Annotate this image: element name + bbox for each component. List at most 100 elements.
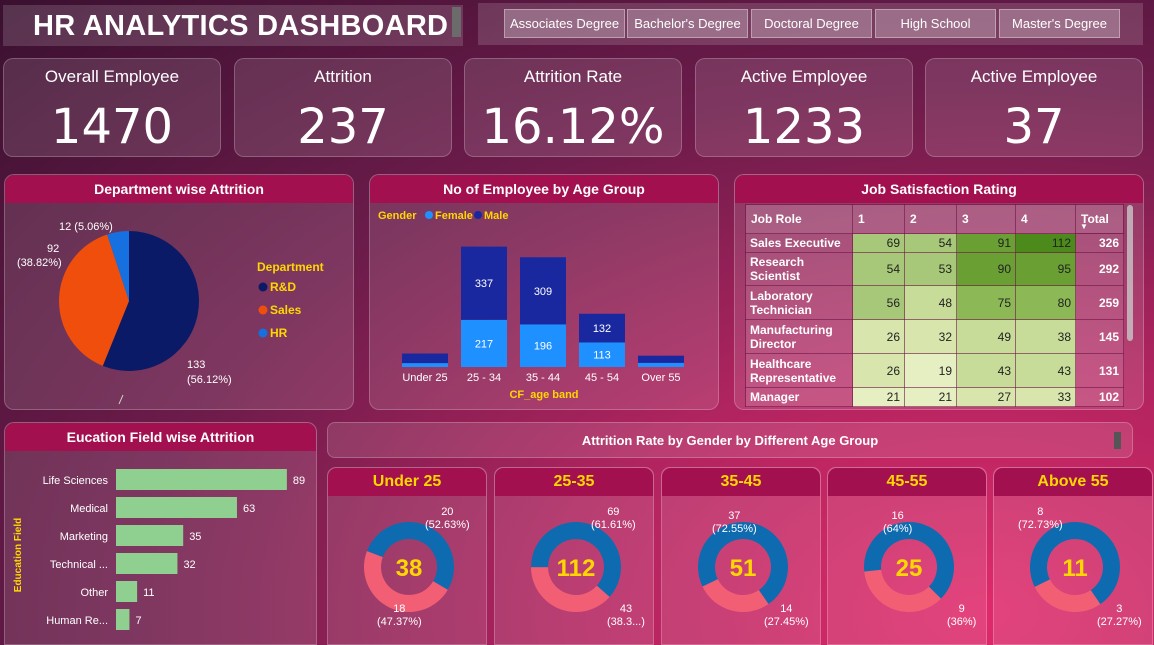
- table-row[interactable]: Sales Executive 69 54 91 112 326: [745, 233, 1124, 253]
- education-bar[interactable]: [116, 525, 184, 546]
- bar-male[interactable]: [402, 353, 448, 364]
- pie-slice-rd[interactable]: [102, 231, 199, 371]
- filter-high-school[interactable]: High School: [875, 9, 996, 38]
- pie-slices: [59, 231, 199, 371]
- bar-male[interactable]: [638, 355, 684, 363]
- scroll-handle[interactable]: [1114, 432, 1121, 449]
- donut-bottom-label: 9 (36%): [947, 603, 976, 629]
- rating-cell: 80: [1015, 285, 1076, 320]
- donut-bottom-label: 3 (27.27%): [1097, 603, 1142, 629]
- education-bar[interactable]: [116, 553, 178, 574]
- panel-title: Job Satisfaction Rating: [735, 175, 1143, 203]
- filter-bachelors-degree[interactable]: Bachelor's Degree: [627, 9, 748, 38]
- bar-value-female: 217: [475, 338, 493, 350]
- donut-segment-blue[interactable]: [698, 522, 788, 605]
- legend-dot-hr: [258, 328, 268, 338]
- rating-cell: 49: [956, 319, 1016, 354]
- table-row[interactable]: Healthcare Representative 26 19 43 43 131: [745, 353, 1124, 388]
- donut-bottom-count: 3: [1116, 603, 1123, 615]
- education-bar[interactable]: [116, 469, 287, 490]
- column-header[interactable]: 1: [852, 204, 905, 234]
- donut-bottom-count: 14: [780, 603, 793, 615]
- filter-doctoral-degree[interactable]: Doctoral Degree: [751, 9, 872, 38]
- bar-male[interactable]: [520, 257, 566, 325]
- bar-value-label: 63: [243, 503, 255, 515]
- x-tick-label: 35 - 44: [526, 372, 560, 384]
- table-row[interactable]: Manager 21 21 27 33 102: [745, 387, 1124, 407]
- education-bar[interactable]: [116, 609, 130, 630]
- bar-female[interactable]: [638, 362, 684, 367]
- donut-segment-pink[interactable]: [1034, 579, 1101, 612]
- rating-cell: 19: [904, 353, 957, 388]
- table-row[interactable]: Manufacturing Director 26 32 49 38 145: [745, 319, 1124, 354]
- panel-title: Eucation Field wise Attrition: [5, 423, 316, 451]
- kpi-label: Active Employee: [740, 67, 868, 86]
- pie-slice-hr[interactable]: [107, 231, 129, 301]
- donut-top-pct: (52.63%): [425, 519, 470, 531]
- pie-label-sales-count: 92: [47, 243, 59, 255]
- bar-value-label: 7: [135, 615, 141, 627]
- y-tick-label: Medical: [70, 503, 108, 515]
- bar-value-label: 89: [293, 475, 305, 487]
- scroll-handle[interactable]: [452, 7, 461, 37]
- x-axis-label: CF_age band: [509, 389, 578, 401]
- donut-top-count: 16: [891, 510, 904, 522]
- x-tick-label: 25 - 34: [467, 372, 501, 384]
- pie-label-hr: 12 (5.06%): [59, 221, 113, 233]
- donut-segment-pink[interactable]: [531, 567, 610, 612]
- total-cell: 292: [1075, 252, 1124, 286]
- donut-bottom-count: 43: [619, 603, 633, 615]
- donut-segment-pink[interactable]: [864, 569, 942, 612]
- bar-female[interactable]: [461, 319, 507, 367]
- column-header[interactable]: 2: [904, 204, 957, 234]
- table-row[interactable]: Laboratory Technician 56 48 75 80 259: [745, 285, 1124, 320]
- education-bar[interactable]: [116, 581, 138, 602]
- legend-dot-male: [474, 211, 482, 219]
- table-row[interactable]: Research Scientist 54 53 90 95 292: [745, 252, 1124, 286]
- donut-segment-blue[interactable]: [1030, 522, 1120, 605]
- donut-card-2: 35-45 51 37 (72.55%) 14 (27.45%): [661, 467, 821, 645]
- pie-label-rd-count: 133: [187, 359, 205, 371]
- filter-masters-degree[interactable]: Master's Degree: [999, 9, 1120, 38]
- bar-value-female: 196: [534, 341, 552, 353]
- donut-segment-blue[interactable]: [864, 522, 954, 599]
- donut-chart: 51: [698, 522, 788, 612]
- education-bar[interactable]: [116, 497, 237, 518]
- bar-female[interactable]: [579, 342, 625, 367]
- table-scrollbar[interactable]: [1127, 205, 1133, 341]
- bar-female[interactable]: [520, 324, 566, 367]
- pie-slice-sales[interactable]: [59, 234, 130, 366]
- donut-segment-blue[interactable]: [531, 522, 621, 597]
- donut-bottom-label: 43 (38.3...): [607, 603, 645, 629]
- column-header[interactable]: 3: [956, 204, 1016, 234]
- rating-cell: 26: [852, 319, 905, 354]
- panel-title: Department wise Attrition: [5, 175, 353, 203]
- kpi-value: 16.12%: [481, 99, 665, 155]
- filter-associates-degree[interactable]: Associates Degree: [504, 9, 625, 38]
- job-role-cell: Research Scientist: [745, 252, 853, 286]
- donut-segment-blue[interactable]: [366, 522, 454, 590]
- column-header[interactable]: Job Role: [745, 204, 853, 234]
- donut-center-value: 51: [730, 555, 757, 582]
- donut-segment-pink[interactable]: [363, 550, 448, 612]
- rating-cell: 27: [956, 387, 1016, 407]
- donut-top-label: 69 (61.61%): [591, 506, 636, 532]
- job-satisfaction-table: Job Role 1 2 3 4 Total ▼ Sales Executive 6…: [745, 204, 1124, 407]
- bar-male[interactable]: [579, 313, 625, 343]
- sort-desc-icon[interactable]: ▼: [1080, 222, 1088, 231]
- donut-top-count: 8: [1037, 506, 1044, 518]
- job-role-cell: Manufacturing Director: [745, 319, 853, 354]
- title-banner: HR ANALYTICS DASHBOARD: [3, 5, 463, 46]
- column-header-total[interactable]: Total ▼: [1075, 204, 1124, 234]
- donut-center-value: 11: [1062, 555, 1087, 582]
- donut-bottom-pct: (47.37%): [377, 616, 422, 628]
- bar-male[interactable]: [461, 246, 507, 320]
- donut-segment-pink[interactable]: [702, 579, 769, 612]
- bar-female[interactable]: [402, 363, 448, 367]
- job-role-cell: Healthcare Representative: [745, 353, 853, 388]
- bar-value-label: 11: [143, 587, 154, 599]
- job-satisfaction-panel: Job Satisfaction Rating Job Role 1 2 3 4…: [734, 174, 1144, 410]
- donut-bottom-pct: (36%): [947, 616, 977, 628]
- column-header[interactable]: 4: [1015, 204, 1076, 234]
- donut-center-value: 38: [396, 555, 423, 582]
